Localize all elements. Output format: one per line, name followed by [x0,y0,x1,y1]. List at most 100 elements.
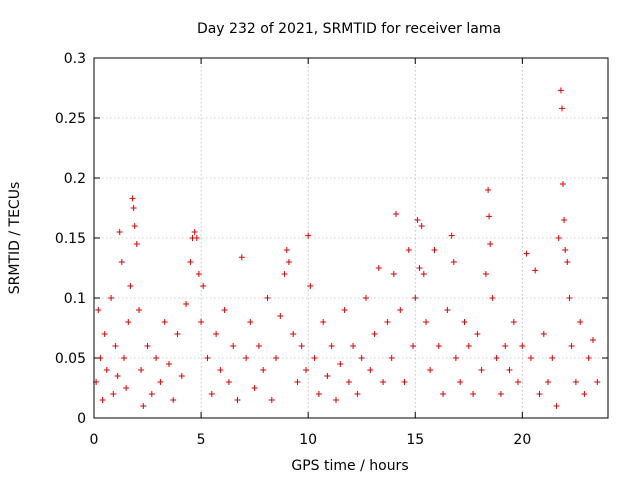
data-point [133,241,140,247]
data-point [545,379,551,385]
data-point [307,283,314,289]
data-point [457,379,464,385]
data-point [138,367,145,373]
data-point [127,283,134,289]
data-point [350,343,357,349]
data-point [290,331,297,337]
data-point [198,319,205,325]
data-point [553,403,560,409]
data-point [412,295,419,301]
data-point [110,391,117,397]
y-tick-label: 0 [77,411,86,427]
data-point [324,373,331,379]
data-point [557,87,564,94]
x-axis-label: GPS time / hours [291,458,408,474]
data-point [461,319,468,325]
data-point [572,379,579,385]
data-point [144,343,151,349]
y-tick-label: 0.3 [64,51,86,67]
data-point [564,259,571,265]
data-point [118,259,125,265]
x-tick-label: 5 [197,432,206,448]
data-point [273,355,279,361]
y-tick-label: 0.15 [55,231,86,247]
data-point [238,254,245,261]
data-point [416,265,423,271]
data-point [410,343,417,349]
data-point [153,355,160,361]
data-point [208,391,215,397]
data-point [95,307,102,313]
data-point [562,247,569,253]
data-point [585,355,592,361]
data-point [195,271,202,277]
data-point [337,361,344,367]
data-point [187,259,194,265]
data-point [294,379,301,385]
data-point [255,343,262,349]
data-point [450,259,457,265]
data-point [390,271,397,277]
data-point [482,271,489,277]
data-point [200,283,207,289]
y-axis-label: SRMTID / TECUs [7,182,23,295]
data-point [354,391,361,397]
data-point [99,397,106,403]
data-point [502,343,509,349]
chart-title: Day 232 of 2021, SRMTID for receiver lam… [197,21,501,37]
data-point [136,307,142,313]
data-point [140,403,147,409]
data-point [470,391,477,397]
grid-lines [94,58,608,418]
y-tick-label: 0.25 [55,111,86,127]
data-point [493,355,500,361]
data-point [108,295,115,301]
data-point [121,355,127,361]
x-tick-label: 15 [406,432,424,448]
data-point [590,337,596,343]
data-point [264,295,271,301]
data-point [281,271,288,277]
data-point [174,331,181,337]
data-point [170,397,177,403]
data-point [298,343,305,349]
y-tick-label: 0.05 [55,351,86,367]
x-tick-labels: 0 5 10 15 20 [90,432,532,448]
data-point [485,187,492,193]
data-point [393,211,399,217]
data-point [532,267,539,274]
data-point [358,355,365,361]
data-point [178,373,185,379]
data-point [129,195,136,202]
data-point [221,307,228,313]
data-point [130,205,137,211]
data-point [125,319,132,325]
data-point [506,367,513,373]
data-point [519,343,526,349]
data-point [523,250,530,257]
data-point [568,343,575,349]
data-point [418,223,425,229]
data-point [465,343,472,349]
data-point [594,379,601,385]
x-tick-label: 0 [90,432,99,448]
data-point [131,223,138,229]
data-point [497,391,504,397]
data-point [367,367,374,373]
data-point [487,241,494,247]
data-point [474,331,481,337]
data-point [251,385,258,391]
data-point [384,319,391,325]
data-point [414,217,421,223]
data-point [243,355,250,361]
data-point [435,343,442,349]
data-point [510,319,517,325]
data-point [452,355,459,361]
axis-ticks [93,57,608,419]
y-tick-label: 0.1 [64,291,86,307]
data-point [213,331,220,337]
data-point [561,217,568,223]
data-point [397,307,404,313]
data-point [401,379,408,385]
